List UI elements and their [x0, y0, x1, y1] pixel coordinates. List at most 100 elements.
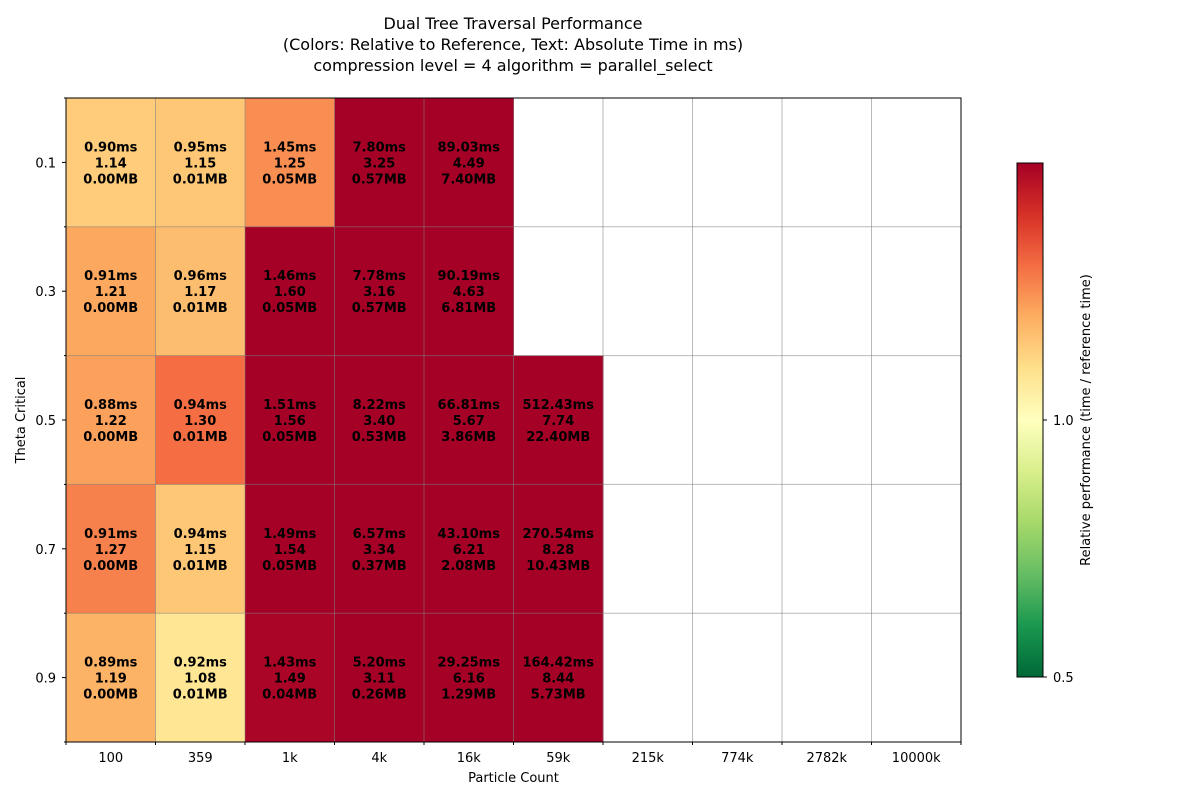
- cell-ratio-label: 1.15: [184, 156, 216, 171]
- cell-time-label: 0.91ms: [84, 527, 138, 542]
- cell-memory-label: 0.00MB: [83, 688, 138, 703]
- y-axis-label: Theta Critical: [14, 377, 29, 465]
- cell-memory-label: 0.01MB: [173, 301, 228, 316]
- cell-ratio-label: 1.17: [184, 285, 216, 300]
- cell-time-label: 1.51ms: [263, 398, 317, 413]
- cell-memory-label: 0.00MB: [83, 430, 138, 445]
- cell-ratio-label: 1.60: [274, 285, 306, 300]
- x-axis-ticks: 100 359 1k 4k 16k 59k 215k 774k 2782k 10000k: [65, 742, 962, 766]
- cell-time-label: 90.19ms: [438, 269, 501, 284]
- cell-ratio-label: 7.74: [542, 414, 574, 429]
- y-axis-ticks: 0.1 0.3 0.5 0.7 0.9: [35, 97, 66, 743]
- x-tick-label: 59k: [546, 751, 571, 766]
- cell-ratio-label: 1.08: [184, 672, 216, 687]
- chart-title-line-2: (Colors: Relative to Reference, Text: Ab…: [282, 35, 744, 54]
- heatmap-grid: [66, 98, 961, 742]
- cell-ratio-label: 1.19: [95, 672, 127, 687]
- x-tick-label: 359: [188, 751, 213, 766]
- colorbar: 0.5 1.0 Relative performance (time / ref…: [1016, 162, 1094, 686]
- heatmap-cell: [155, 355, 246, 485]
- heatmap-cell: [245, 98, 335, 228]
- heatmap-cell: [424, 484, 514, 614]
- cell-ratio-label: 1.49: [274, 672, 306, 687]
- cell-memory-label: 0.37MB: [352, 559, 407, 574]
- cell-memory-label: 0.05MB: [262, 301, 317, 316]
- cell-ratio-label: 3.25: [363, 156, 395, 171]
- cell-time-label: 0.96ms: [174, 269, 228, 284]
- heatmap-cell: [334, 98, 425, 228]
- cell-time-label: 512.43ms: [523, 398, 595, 413]
- cell-memory-label: 6.81MB: [441, 301, 496, 316]
- cell-ratio-label: 8.28: [542, 543, 574, 558]
- cell-time-label: 0.90ms: [84, 140, 138, 155]
- cell-ratio-label: 1.14: [95, 156, 127, 171]
- cell-memory-label: 22.40MB: [526, 430, 590, 445]
- cell-ratio-label: 4.49: [453, 156, 485, 171]
- cell-ratio-label: 6.21: [453, 543, 485, 558]
- cell-memory-label: 0.05MB: [262, 430, 317, 445]
- heatmap-cell: [245, 355, 335, 485]
- cell-time-label: 0.94ms: [174, 398, 228, 413]
- heatmap-cell: [66, 355, 156, 485]
- cell-ratio-label: 1.54: [274, 543, 306, 558]
- cell-time-label: 0.95ms: [174, 140, 228, 155]
- cell-time-label: 164.42ms: [523, 656, 595, 671]
- cell-time-label: 5.20ms: [353, 656, 407, 671]
- cell-ratio-label: 1.21: [95, 285, 127, 300]
- cell-memory-label: 0.57MB: [352, 301, 407, 316]
- heatmap-cell: [334, 484, 425, 614]
- x-tick-label: 215k: [632, 751, 665, 766]
- cell-time-label: 66.81ms: [438, 398, 501, 413]
- chart-title: Dual Tree Traversal Performance (Colors:…: [283, 13, 743, 76]
- cell-time-label: 0.89ms: [84, 656, 138, 671]
- cell-time-label: 270.54ms: [523, 527, 595, 542]
- heatmap-cell: [424, 226, 514, 357]
- cell-time-label: 8.22ms: [353, 398, 407, 413]
- cell-time-label: 0.92ms: [174, 656, 228, 671]
- cell-ratio-label: 3.40: [363, 414, 395, 429]
- cell-time-label: 6.57ms: [353, 527, 407, 542]
- x-axis-label: Particle Count: [468, 771, 559, 786]
- cell-memory-label: 2.08MB: [441, 559, 496, 574]
- heatmap-cell: [424, 98, 514, 228]
- cell-time-label: 29.25ms: [438, 656, 501, 671]
- heatmap-cell: [513, 613, 604, 743]
- cell-ratio-label: 1.30: [184, 414, 216, 429]
- cell-memory-label: 3.86MB: [441, 430, 496, 445]
- y-tick-label: 0.9: [35, 672, 56, 687]
- heatmap-cell: [245, 613, 335, 743]
- y-tick-label: 0.5: [35, 414, 56, 429]
- cell-time-label: 0.88ms: [84, 398, 138, 413]
- cell-memory-label: 0.00MB: [83, 301, 138, 316]
- heatmap-cell: [513, 355, 604, 485]
- heatmap-cell: [155, 484, 246, 614]
- cell-memory-label: 7.40MB: [441, 172, 496, 187]
- cell-memory-label: 0.05MB: [262, 559, 317, 574]
- cell-memory-label: 0.04MB: [262, 688, 317, 703]
- heatmap-cell: [155, 613, 246, 743]
- cell-time-label: 89.03ms: [438, 140, 501, 155]
- y-tick-label: 0.7: [35, 543, 56, 558]
- cell-memory-label: 5.73MB: [531, 688, 586, 703]
- cell-memory-label: 1.29MB: [441, 688, 496, 703]
- heatmap-cell: [155, 226, 246, 357]
- cell-time-label: 1.45ms: [263, 140, 317, 155]
- heatmap-cell: [245, 226, 335, 357]
- x-tick-label: 16k: [457, 751, 482, 766]
- x-tick-label: 4k: [371, 751, 387, 766]
- cell-time-label: 0.94ms: [174, 527, 228, 542]
- y-tick-label: 0.3: [35, 285, 56, 300]
- cell-time-label: 0.91ms: [84, 269, 138, 284]
- cell-ratio-label: 1.27: [95, 543, 127, 558]
- heatmap-cell: [513, 484, 604, 614]
- x-tick-label: 774k: [721, 751, 754, 766]
- heatmap-cell: [334, 355, 425, 485]
- cell-time-label: 43.10ms: [438, 527, 501, 542]
- cell-ratio-label: 8.44: [542, 672, 574, 687]
- heatmap-cell: [334, 226, 425, 357]
- cell-labels: 0.90ms1.140.00MB0.95ms1.150.01MB1.45ms1.…: [83, 140, 594, 702]
- heatmap-cell: [424, 355, 514, 485]
- cell-memory-label: 10.43MB: [526, 559, 590, 574]
- cell-time-label: 1.46ms: [263, 269, 317, 284]
- cell-memory-label: 0.00MB: [83, 172, 138, 187]
